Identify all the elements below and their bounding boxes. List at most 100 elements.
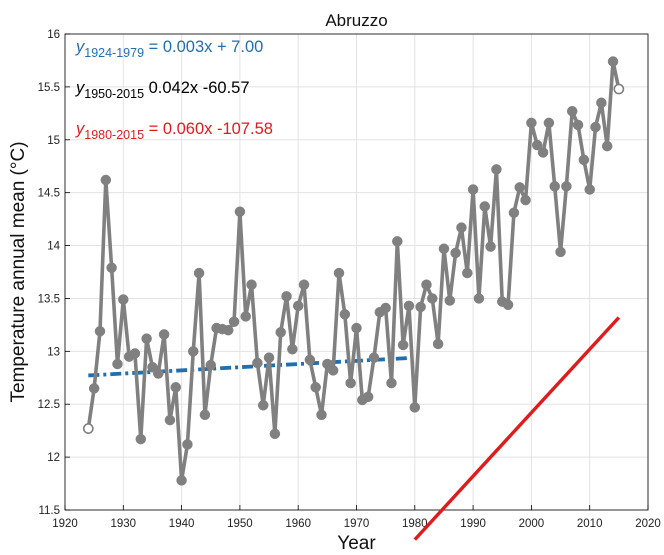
data-point — [531, 139, 543, 151]
data-point — [287, 343, 298, 355]
data-point — [257, 400, 269, 411]
data-point — [228, 316, 240, 327]
x-tick-label: 2020 — [635, 518, 661, 530]
data-point — [432, 338, 444, 350]
data-point — [339, 309, 351, 320]
data-point — [537, 147, 549, 158]
y-axis-ticks: 11.5 12 12.5 13 13.5 14 14.5 15 15.5 16 — [38, 29, 70, 517]
x-axis-ticks: 1920 1930 1940 1950 1960 1970 1980 1990 2000 2010… — [52, 505, 661, 530]
data-point — [82, 423, 94, 434]
data-point — [292, 300, 304, 312]
data-point — [298, 279, 310, 290]
data-point — [199, 409, 211, 421]
data-point — [555, 246, 566, 258]
trend-equation: y1950-2015 0.042x -60.57 — [75, 79, 250, 101]
data-point — [491, 164, 502, 175]
data-point — [392, 236, 403, 247]
data-point — [473, 293, 485, 304]
data-point — [362, 391, 374, 403]
chart-title: Abruzzo — [325, 11, 387, 30]
y-tick-label: 15 — [47, 135, 60, 147]
x-tick-label: 1960 — [285, 518, 311, 530]
data-point — [596, 97, 607, 109]
data-point — [368, 352, 380, 363]
data-point — [153, 368, 164, 379]
y-tick-label: 13 — [47, 346, 60, 358]
data-point — [88, 383, 100, 394]
data-point — [421, 279, 432, 290]
data-point — [310, 382, 321, 393]
trend-equation: y1924-1979 = 0.003x + 7.00 — [75, 38, 263, 60]
data-point — [578, 154, 590, 166]
x-tick-label: 1920 — [52, 518, 78, 530]
data-point — [386, 377, 397, 389]
data-point — [462, 267, 473, 279]
data-point — [263, 352, 275, 363]
data-point — [444, 295, 456, 306]
x-axis-label: Year — [337, 533, 376, 554]
data-point — [182, 439, 193, 450]
data-point — [304, 354, 316, 366]
data-point — [176, 475, 187, 486]
data-point — [549, 181, 560, 192]
data-point — [193, 267, 205, 279]
data-point — [572, 119, 584, 131]
y-tick-label: 14 — [47, 241, 60, 253]
data-point — [566, 105, 578, 117]
data-point — [316, 409, 327, 421]
x-tick-label: 1970 — [344, 518, 370, 530]
data-point — [135, 433, 147, 445]
data-point — [94, 325, 106, 337]
trend-line — [413, 316, 621, 541]
data-point — [141, 333, 152, 344]
data-series — [82, 56, 625, 486]
data-point — [333, 267, 345, 279]
x-tick-label: 1950 — [227, 518, 253, 530]
y-tick-label: 15.5 — [38, 82, 60, 94]
x-tick-label: 2000 — [519, 518, 545, 530]
y-tick-label: 12.5 — [38, 399, 60, 411]
data-point — [100, 174, 112, 186]
x-tick-label: 1980 — [402, 518, 428, 530]
data-point — [467, 184, 479, 195]
data-point — [520, 194, 531, 206]
x-tick-label: 1930 — [111, 518, 137, 530]
trend-equation: y1980-2015 = 0.060x -107.58 — [75, 120, 273, 142]
data-point — [485, 241, 496, 252]
data-point — [380, 302, 391, 314]
data-point — [590, 121, 601, 133]
trend-lines — [88, 316, 621, 541]
data-point — [205, 359, 216, 371]
data-point — [269, 428, 281, 440]
data-point — [607, 56, 619, 67]
x-tick-label: 2010 — [577, 518, 603, 530]
grid-lines — [64, 33, 649, 511]
data-point — [234, 206, 246, 217]
data-point — [450, 247, 461, 259]
data-point — [502, 299, 514, 311]
data-point — [158, 329, 170, 340]
trend-line — [88, 356, 410, 378]
y-tick-label: 16 — [47, 29, 60, 41]
data-point — [129, 348, 141, 359]
data-point — [246, 279, 257, 290]
data-point — [613, 83, 625, 95]
data-point — [281, 291, 292, 302]
data-point — [118, 294, 129, 305]
data-point — [397, 339, 409, 351]
data-point — [327, 365, 339, 376]
data-point — [456, 222, 467, 233]
y-tick-label: 12 — [47, 452, 60, 464]
data-point — [112, 358, 123, 370]
y-tick-label: 11.5 — [38, 505, 60, 517]
data-point — [252, 357, 263, 369]
y-tick-label: 13.5 — [38, 293, 60, 305]
data-point — [164, 414, 176, 426]
data-point — [543, 117, 555, 129]
y-axis-label: Temperature annual mean (°C) — [8, 141, 29, 402]
x-tick-label: 1940 — [169, 518, 195, 530]
data-point — [106, 262, 117, 274]
data-point — [351, 322, 362, 334]
data-point — [438, 243, 450, 254]
